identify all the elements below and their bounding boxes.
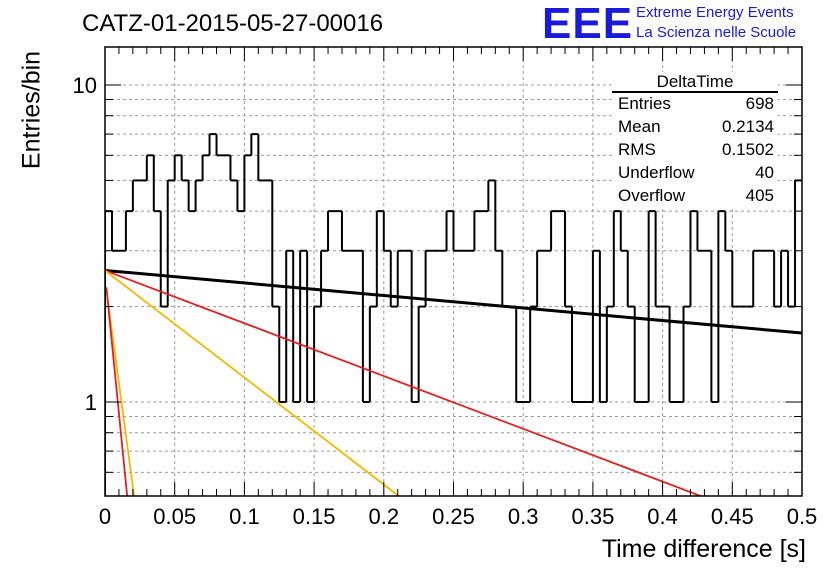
x-tick-label: 0.05 (153, 504, 196, 529)
fit-curve (105, 287, 129, 496)
stats-value: 405 (745, 186, 774, 205)
y-axis-label: Entries/bin (17, 50, 46, 170)
x-axis-label: Time difference [s] (601, 535, 806, 563)
stats-value: 698 (745, 94, 774, 113)
x-tick-label: 0.45 (711, 504, 754, 529)
stats-divider (612, 91, 778, 93)
x-tick-label: 0.25 (432, 504, 475, 529)
fit-curve (106, 299, 135, 496)
x-tick-label: 0 (99, 504, 111, 529)
chart-title: CATZ-01-2015-05-27-00016 (82, 10, 384, 37)
stats-label: Overflow (618, 186, 686, 205)
x-tick-label: 0.15 (293, 504, 336, 529)
stats-value: 0.2134 (722, 117, 774, 136)
stats-title: DeltaTime (656, 72, 734, 91)
stats-row-mean: Mean 0.2134 (618, 117, 774, 139)
x-tick-label: 0.3 (508, 504, 539, 529)
fit-curve (105, 269, 401, 496)
fit-curve (105, 269, 704, 496)
y-tick-label: 10 (73, 73, 97, 98)
stats-label: RMS (618, 140, 656, 159)
stats-value: 0.1502 (722, 140, 774, 159)
eee-logo: EEE Extreme Energy Events La Scienza nel… (542, 2, 832, 46)
x-tick-label: 0.1 (229, 504, 260, 529)
logo-line-2: La Scienza nelle Scuole (636, 24, 797, 41)
stats-row-rms: RMS 0.1502 (618, 140, 774, 162)
x-tick-label: 0.4 (647, 504, 678, 529)
logo-mark: EEE (542, 0, 634, 48)
x-tick-label: 0.2 (369, 504, 400, 529)
stats-label: Mean (618, 117, 661, 136)
stats-row-entries: Entries 698 (618, 94, 774, 116)
stats-row-underflow: Underflow 40 (618, 163, 774, 185)
y-tick-label: 1 (85, 390, 97, 415)
logo-line-1: Extreme Energy Events (636, 4, 794, 21)
stats-value: 40 (755, 163, 774, 182)
stats-label: Entries (618, 94, 671, 113)
fit-curve (105, 268, 802, 335)
stats-row-overflow: Overflow 405 (618, 186, 774, 208)
stats-box: DeltaTime Entries 698 Mean 0.2134 RMS 0.… (612, 72, 778, 208)
stats-label: Underflow (618, 163, 695, 182)
x-tick-label: 0.35 (571, 504, 614, 529)
x-tick-label: 0.5 (787, 504, 818, 529)
